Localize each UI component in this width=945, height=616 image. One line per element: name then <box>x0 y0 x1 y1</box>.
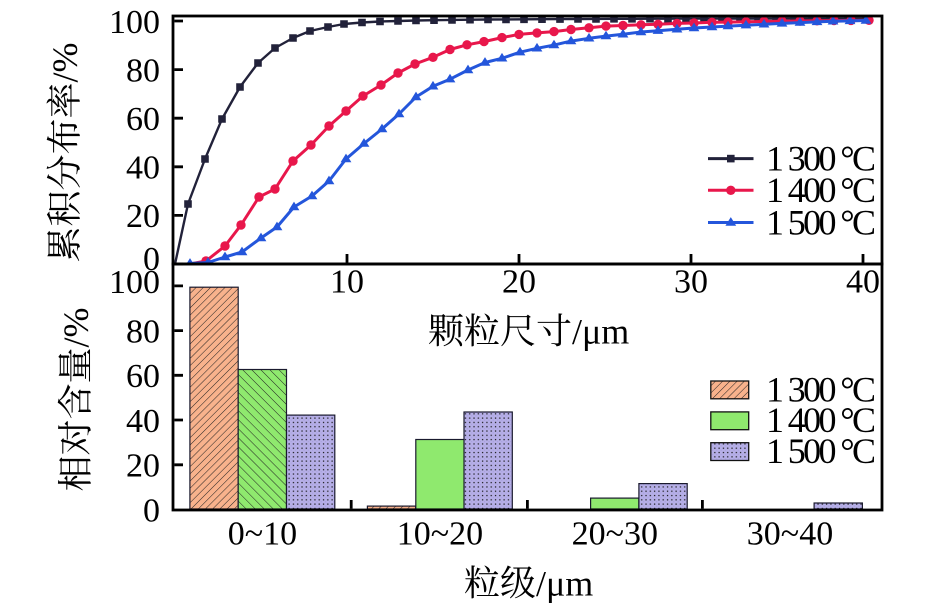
svg-text:80: 80 <box>126 52 160 89</box>
svg-text:80: 80 <box>126 313 160 350</box>
svg-text:10: 10 <box>330 264 364 301</box>
svg-text:1 500 °C: 1 500 °C <box>766 431 876 471</box>
svg-text:60: 60 <box>126 101 160 138</box>
svg-text:1 400 °C: 1 400 °C <box>766 400 876 440</box>
svg-text:100: 100 <box>109 4 160 41</box>
svg-text:1 300 °C: 1 300 °C <box>766 369 876 409</box>
svg-text:/%: /% <box>45 43 85 83</box>
svg-text:30~40: 30~40 <box>747 516 833 553</box>
svg-text:100: 100 <box>109 264 160 301</box>
svg-text:0~10: 0~10 <box>228 516 297 553</box>
svg-text:20: 20 <box>126 448 160 485</box>
svg-text:/μm: /μm <box>572 312 629 352</box>
svg-text:0: 0 <box>143 492 160 529</box>
svg-text:/μm: /μm <box>536 564 593 604</box>
svg-text:/%: /% <box>56 308 96 348</box>
svg-text:0: 0 <box>143 241 160 278</box>
svg-text:20: 20 <box>502 264 536 301</box>
svg-text:1 500 °C: 1 500 °C <box>766 202 876 242</box>
svg-text:60: 60 <box>126 358 160 395</box>
svg-text:40: 40 <box>126 403 160 440</box>
svg-text:1 400 °C: 1 400 °C <box>766 170 876 210</box>
svg-text:40: 40 <box>126 150 160 187</box>
svg-text:20~30: 20~30 <box>572 516 658 553</box>
svg-text:40: 40 <box>846 264 880 301</box>
svg-text:20: 20 <box>126 198 160 235</box>
svg-text:30: 30 <box>674 264 708 301</box>
svg-text:10~20: 10~20 <box>397 516 483 553</box>
svg-text:1 300 °C: 1 300 °C <box>766 139 876 179</box>
